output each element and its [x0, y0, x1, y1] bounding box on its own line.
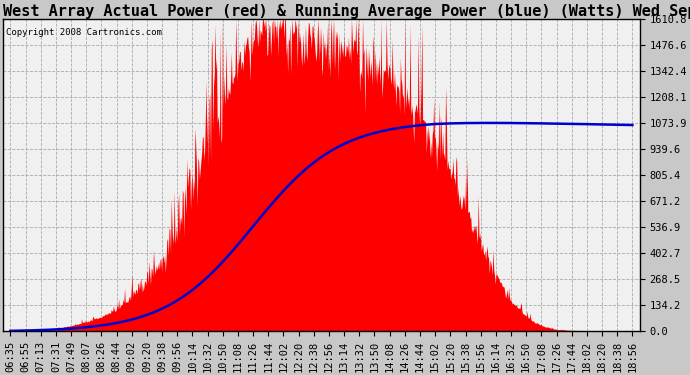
- Text: Copyright 2008 Cartronics.com: Copyright 2008 Cartronics.com: [6, 28, 162, 37]
- Text: West Array Actual Power (red) & Running Average Power (blue) (Watts) Wed Sep 17 : West Array Actual Power (red) & Running …: [3, 3, 690, 19]
